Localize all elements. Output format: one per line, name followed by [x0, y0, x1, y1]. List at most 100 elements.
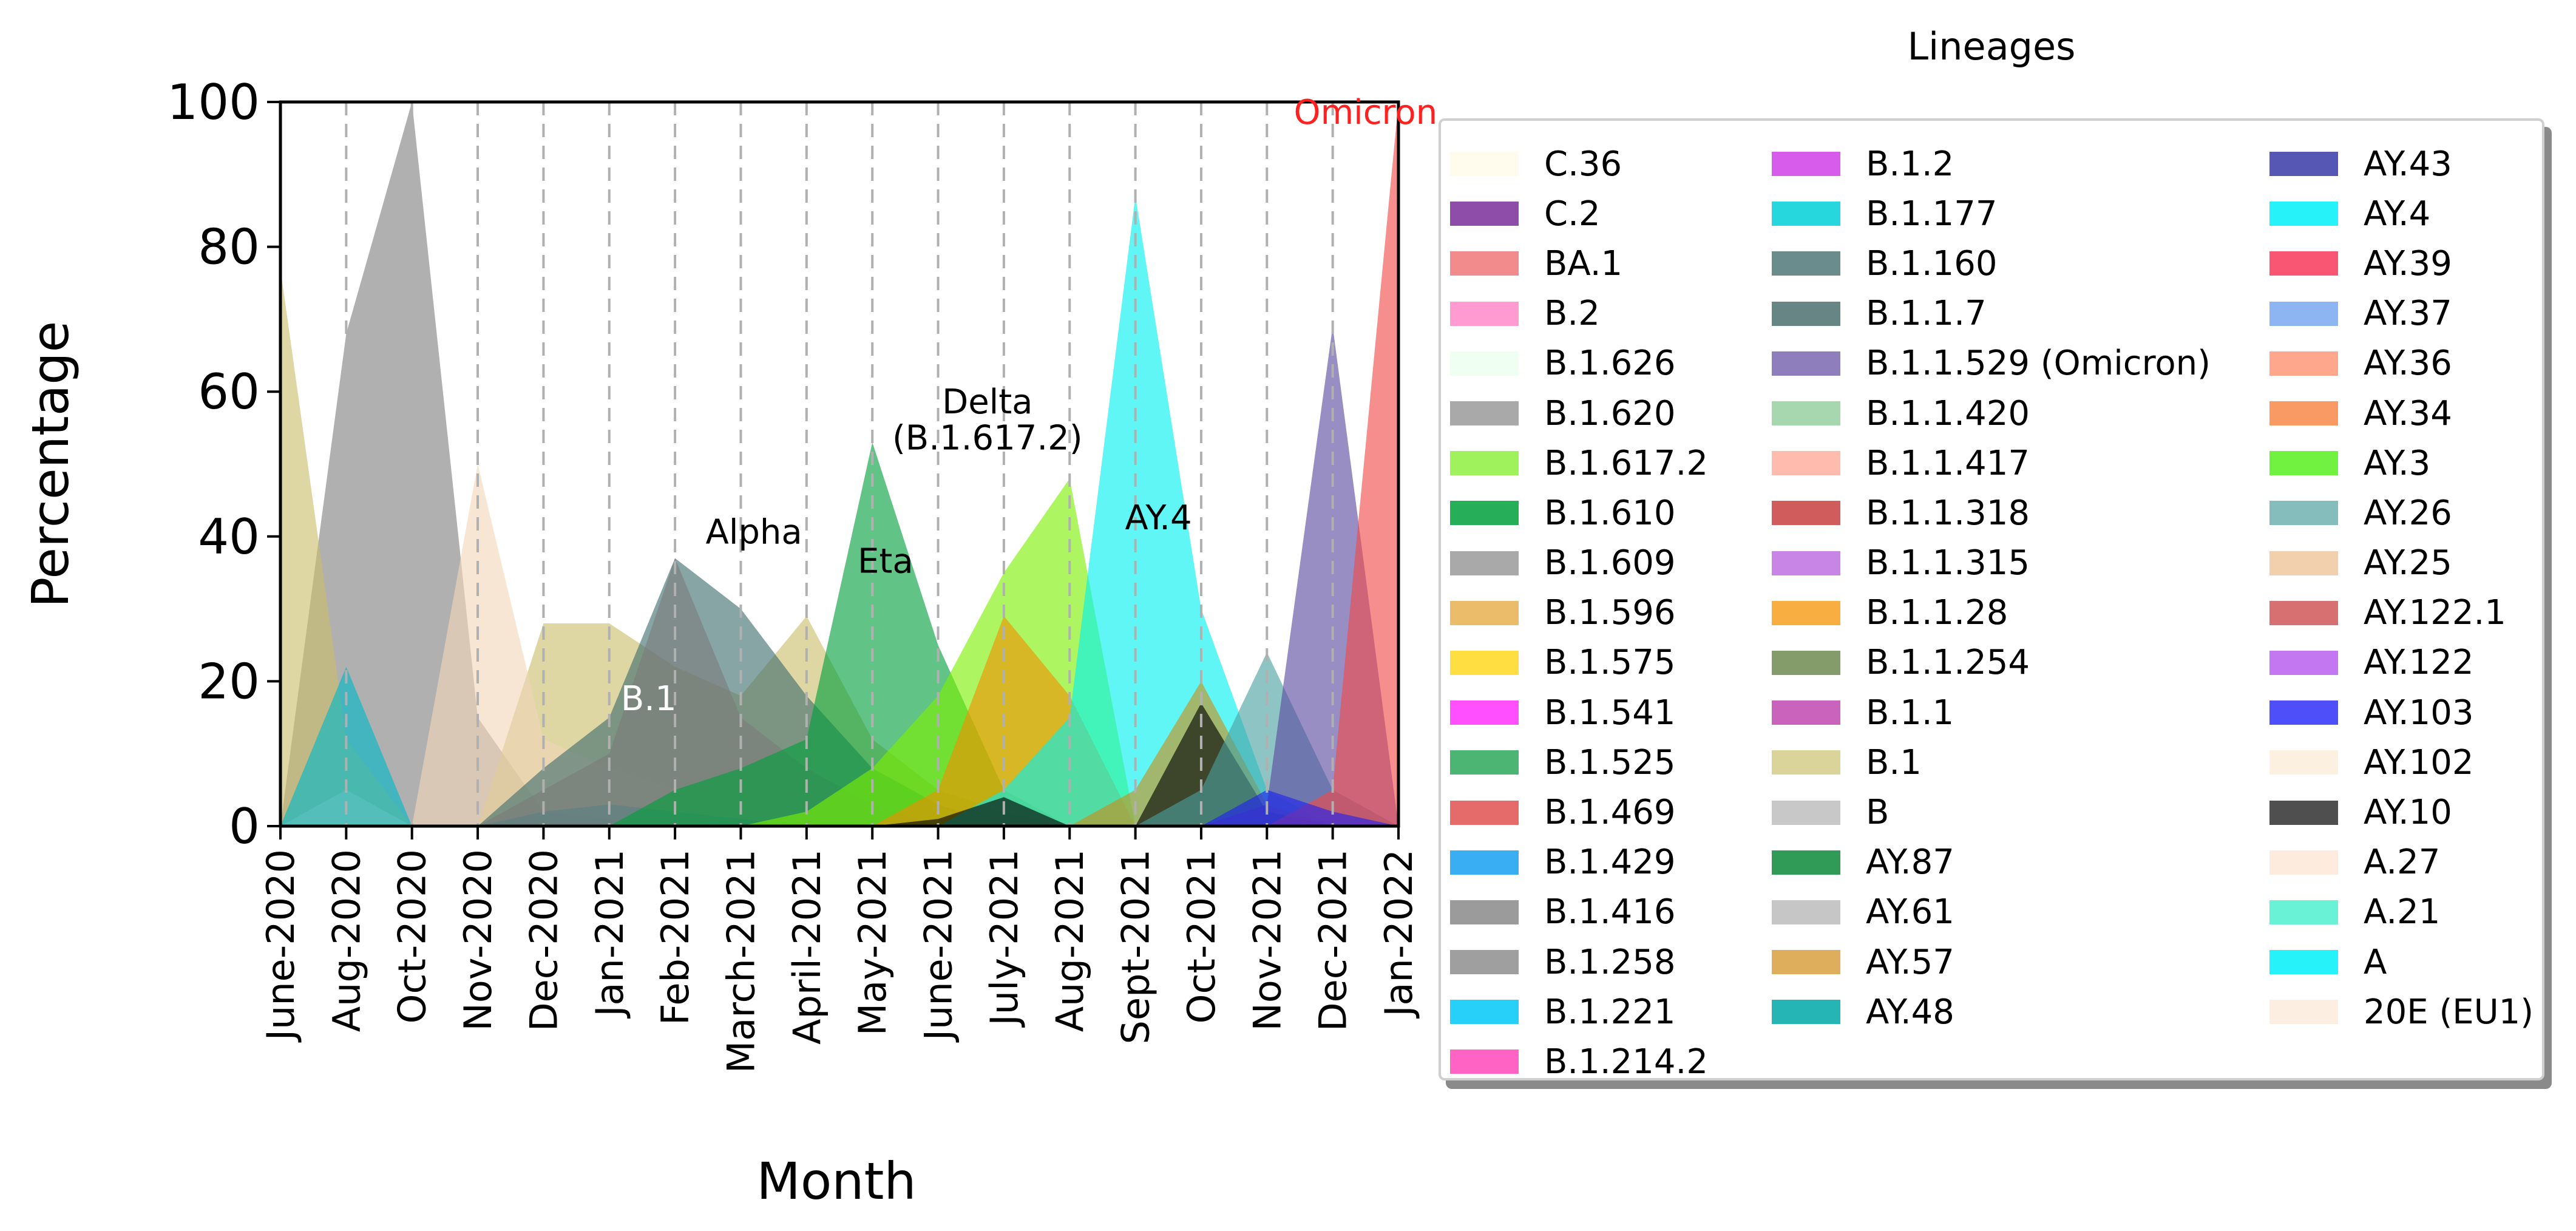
legend-entry: B.1.469 [1450, 787, 1708, 837]
annotation-label: Omicron [1294, 93, 1438, 132]
legend-entry: AY.122.1 [2269, 588, 2534, 638]
legend-entry: B.1.610 [1450, 488, 1708, 538]
legend-entry: AY.102 [2269, 738, 2534, 787]
legend-label: B.1.1.417 [1866, 444, 2030, 483]
y-tick-label: 100 [167, 74, 260, 131]
legend-label: A.27 [2364, 843, 2440, 882]
x-tick-label: March-2021 [719, 849, 763, 1073]
legend-label: B.1.1.420 [1866, 394, 2030, 433]
legend-swatch [1450, 950, 1519, 974]
legend-label: B.1.525 [1544, 743, 1676, 782]
legend-swatch [2269, 950, 2338, 974]
legend-entry: B.1.1.318 [1772, 488, 2211, 538]
x-tick-label: Jan-2021 [588, 849, 632, 1019]
x-axis-ticks: June-2020 Aug-2020 Oct-2020 Nov-2020 Dec-202… [259, 826, 1421, 1073]
legend-swatch [1772, 152, 1840, 176]
legend-swatch [1772, 351, 1840, 376]
legend-label: AY.34 [2364, 394, 2452, 433]
legend-label: B.1.177 [1866, 194, 1998, 234]
legend-entry: B.1.525 [1450, 738, 1708, 787]
legend-label: B.1 [1866, 743, 1922, 782]
legend-label: AY.87 [1866, 843, 1954, 882]
legend-swatch [1772, 401, 1840, 426]
legend-entry: B.1.1.529 (Omicron) [1772, 339, 2211, 388]
legend-swatch [2269, 900, 2338, 924]
legend-swatch [2269, 251, 2338, 276]
x-tick-label: Oct-2020 [390, 849, 435, 1023]
legend-label: B.1.609 [1544, 543, 1676, 583]
annotation-label: Alpha [706, 513, 802, 552]
y-tick-label: 40 [198, 509, 260, 565]
legend-swatch [1450, 501, 1519, 525]
legend-swatch [1450, 551, 1519, 575]
legend-label: B [1866, 793, 1889, 832]
legend-entry: B.1.1.420 [1772, 388, 2211, 438]
annotation-label: (B.1.617.2) [892, 419, 1083, 458]
legend-label: B.1.1.315 [1866, 543, 2030, 583]
x-tick-label: Dec-2020 [521, 849, 566, 1031]
legend-entry: C.36 [1450, 139, 1708, 189]
legend-entry: AY.39 [2269, 239, 2534, 288]
legend-entry: AY.43 [2269, 139, 2534, 189]
legend-swatch [2269, 700, 2338, 725]
legend-label: B.1.541 [1544, 693, 1676, 733]
legend-entry: AY.61 [1772, 887, 2211, 937]
legend-label: AY.36 [2364, 344, 2452, 383]
legend-column-3: AY.43 AY.4 AY.39 AY.37 AY.36 AY.34 AY.3 AY.26 AY… [2269, 139, 2534, 1037]
legend-entry: B.1.1 [1772, 688, 2211, 738]
annotation-label: AY.4 [1125, 498, 1191, 538]
legend-swatch [2269, 651, 2338, 675]
legend-swatch [2269, 451, 2338, 475]
legend-label: AY.3 [2364, 444, 2430, 483]
legend-swatch [2269, 152, 2338, 176]
legend-label: B.1.469 [1544, 793, 1676, 832]
legend-swatch [1772, 801, 1840, 825]
x-tick-label: Oct-2021 [1179, 849, 1224, 1023]
legend-entry: AY.87 [1772, 838, 2211, 887]
legend-swatch [1450, 1000, 1519, 1024]
legend-entry: AY.34 [2269, 388, 2534, 438]
legend-label: AY.122 [2364, 643, 2474, 682]
legend-column-1: C.36 C.2 BA.1 B.2 B.1.626 B.1.620 B.1.617.2 B.1… [1450, 139, 1708, 1087]
legend-label: AY.122.1 [2364, 593, 2506, 632]
legend-entry: AY.4 [2269, 189, 2534, 239]
legend-entry: B.1.1.254 [1772, 638, 2211, 688]
legend-entry: AY.103 [2269, 688, 2534, 738]
legend-entry: B.1.177 [1772, 189, 2211, 239]
legend-label: B.1.1.529 (Omicron) [1866, 344, 2211, 383]
legend-label: AY.10 [2364, 793, 2452, 832]
legend-label: AY.43 [2364, 144, 2452, 184]
legend-swatch [1450, 451, 1519, 475]
legend-label: AY.103 [2364, 693, 2474, 733]
legend-swatch [1450, 1050, 1519, 1074]
legend-label: A.21 [2364, 892, 2440, 932]
legend-swatch [1450, 651, 1519, 675]
legend-swatch [2269, 302, 2338, 326]
legend-entry: B.1.596 [1450, 588, 1708, 638]
legend-swatch [2269, 351, 2338, 376]
legend-label: B.2 [1544, 294, 1600, 333]
legend-entry: AY.3 [2269, 438, 2534, 488]
x-tick-label: Sept-2021 [1114, 849, 1158, 1044]
legend-swatch [2269, 1000, 2338, 1024]
legend-label: 20E (EU1) [2364, 992, 2534, 1032]
legend-label: AY.39 [2364, 244, 2452, 283]
legend-label: B.1.1.7 [1866, 294, 1987, 333]
x-tick-label: June-2021 [917, 849, 961, 1043]
legend-label: AY.57 [1866, 943, 1954, 982]
legend-label: B.1.1.254 [1866, 643, 2030, 682]
y-tick-label: 80 [198, 219, 260, 276]
legend-swatch [1772, 1000, 1840, 1024]
legend-label: B.1.575 [1544, 643, 1676, 682]
legend-label: AY.102 [2364, 743, 2474, 782]
legend-label: B.1.626 [1544, 344, 1676, 383]
legend-entry: B.1.258 [1450, 937, 1708, 987]
legend-label: AY.25 [2364, 543, 2452, 583]
legend-swatch [1772, 202, 1840, 226]
area-series-group [280, 102, 1398, 826]
x-tick-label: Jan-2022 [1377, 849, 1421, 1019]
legend-label: B.1.429 [1544, 843, 1676, 882]
legend-swatch [1772, 302, 1840, 326]
x-tick-label: Nov-2020 [456, 849, 500, 1031]
legend-swatch [1772, 750, 1840, 775]
